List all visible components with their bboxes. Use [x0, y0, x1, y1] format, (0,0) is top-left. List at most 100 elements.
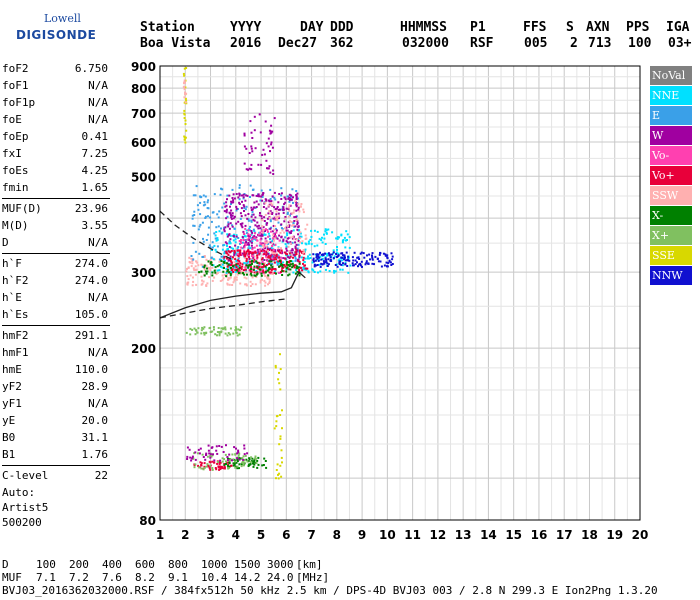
echo-point	[211, 330, 214, 333]
echo-point	[292, 271, 295, 274]
echo-point	[224, 332, 227, 335]
echo-point	[260, 272, 263, 275]
echo-point	[297, 229, 300, 232]
echo-point	[226, 215, 229, 218]
echo-point	[264, 228, 267, 231]
echo-point	[341, 252, 344, 255]
echo-point	[233, 261, 236, 264]
echo-point	[280, 187, 283, 190]
echo-point	[218, 331, 221, 333]
echo-point	[283, 220, 286, 223]
echo-point	[299, 235, 302, 238]
echo-point	[269, 258, 272, 261]
echo-point	[241, 270, 244, 273]
echo-point	[230, 246, 233, 249]
echo-point	[235, 222, 238, 225]
x-tick-label: 2	[181, 528, 189, 542]
echo-point	[249, 196, 251, 198]
echo-point	[347, 255, 350, 258]
echo-point	[200, 329, 203, 332]
echo-point	[267, 204, 270, 207]
echo-cluster-w	[243, 113, 276, 175]
echo-point	[278, 371, 280, 374]
echo-point	[265, 254, 268, 257]
echo-point	[202, 327, 205, 330]
echo-point	[286, 261, 288, 263]
echo-point	[241, 247, 244, 250]
echo-point	[189, 327, 192, 330]
echo-point	[221, 460, 224, 463]
echo-point	[234, 460, 237, 463]
echo-point	[338, 236, 340, 239]
echo-point	[265, 242, 268, 244]
echo-point	[250, 260, 253, 263]
echo-point	[289, 260, 292, 263]
echo-point	[294, 241, 297, 244]
echo-point	[249, 280, 252, 283]
echo-point	[271, 213, 273, 215]
echo-point	[228, 246, 231, 248]
echo-point	[268, 280, 271, 283]
echo-point	[226, 464, 229, 467]
echo-point	[255, 244, 258, 247]
echo-point	[236, 273, 239, 276]
echo-point	[266, 276, 269, 279]
echo-point	[313, 271, 316, 273]
echo-point	[228, 271, 231, 274]
echo-point	[253, 206, 256, 209]
echo-point	[192, 258, 195, 261]
echo-point	[327, 228, 330, 231]
echo-point	[324, 243, 327, 245]
echo-point	[338, 263, 341, 266]
echo-point	[225, 444, 227, 447]
echo-point	[268, 278, 271, 281]
param-name: D	[2, 236, 9, 249]
echo-point	[226, 266, 229, 269]
echo-point	[214, 333, 217, 336]
echo-point	[242, 197, 245, 200]
echo-point	[270, 269, 273, 271]
echo-point	[250, 237, 253, 240]
param-value: N/A	[88, 397, 108, 410]
echo-point	[269, 237, 272, 240]
echo-point	[279, 251, 282, 254]
echo-point	[193, 327, 196, 330]
echo-point	[324, 230, 327, 233]
echo-point	[265, 142, 268, 145]
echo-point	[292, 196, 294, 199]
echo-point	[236, 465, 239, 468]
echo-point	[282, 239, 285, 242]
echo-point	[336, 237, 339, 240]
echo-point	[270, 202, 273, 205]
echo-point	[384, 254, 387, 257]
echo-point	[305, 268, 308, 271]
echo-point	[210, 256, 213, 259]
echo-point	[210, 446, 213, 449]
echo-point	[202, 204, 205, 207]
echo-point	[292, 224, 295, 226]
echo-point	[202, 468, 205, 471]
echo-point	[218, 264, 221, 267]
echo-point	[229, 274, 232, 277]
echo-point	[291, 262, 294, 265]
echo-point	[329, 258, 332, 261]
echo-point	[282, 208, 285, 211]
param-name: fxI	[2, 147, 22, 160]
echo-point	[349, 264, 352, 267]
echo-point	[302, 262, 304, 265]
echo-point	[252, 188, 255, 191]
echo-point	[274, 243, 277, 246]
echo-point	[287, 261, 290, 263]
echo-point	[292, 211, 295, 214]
echo-point	[313, 260, 315, 263]
echo-point	[258, 231, 261, 234]
echo-point	[192, 194, 195, 197]
echo-point	[233, 446, 236, 449]
echo-point	[200, 196, 203, 199]
echo-point	[282, 238, 285, 241]
echo-point	[213, 328, 215, 331]
echo-point	[273, 427, 276, 430]
echo-point	[209, 326, 212, 329]
echo-point	[223, 228, 226, 231]
echo-point	[261, 199, 264, 202]
